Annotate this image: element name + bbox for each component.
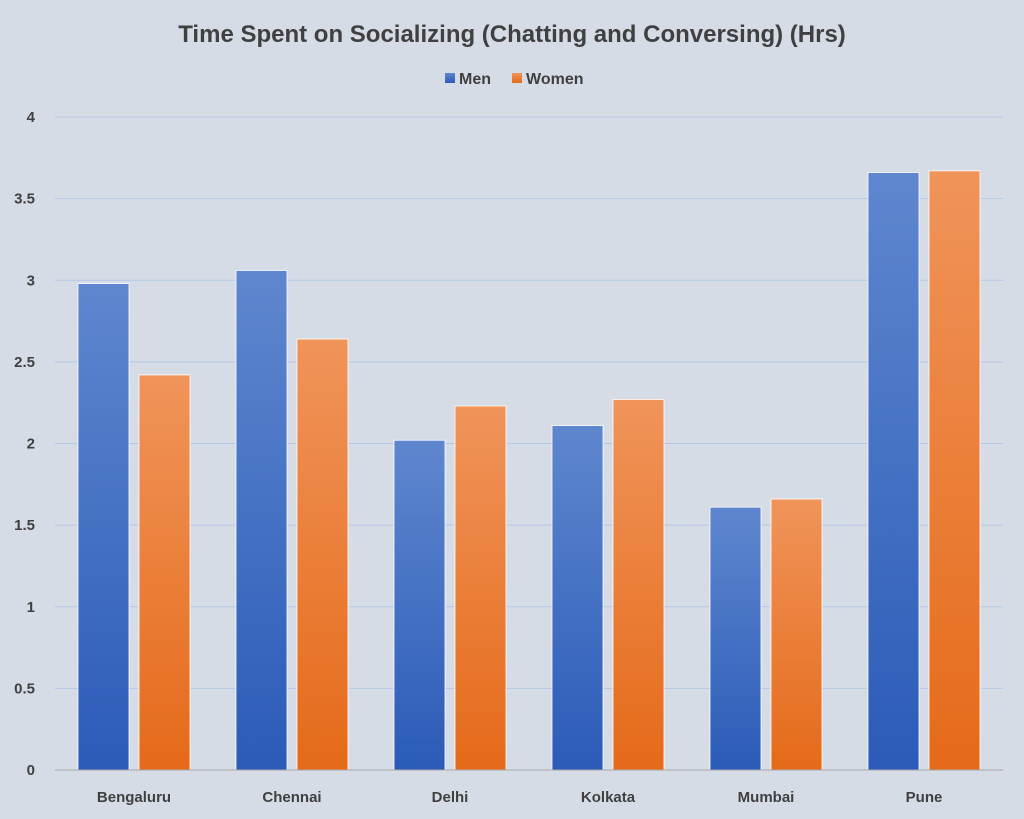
x-category-label: Bengaluru [97,789,171,806]
legend: Men Women [445,71,583,88]
x-category-label: Pune [906,789,943,806]
bar-men-kolkata [551,425,604,771]
legend-swatch-women [512,73,522,83]
bar-women-delhi [454,405,507,771]
bar-women-mumbai [770,498,823,771]
gridlines [55,116,1003,689]
legend-label-women: Women [526,71,583,88]
bar-men-bengaluru [77,283,130,771]
y-tick-label: 2 [27,436,35,453]
bar-women-bengaluru [138,374,191,771]
bar-men-pune [867,172,920,771]
y-tick-label: 3.5 [14,191,35,208]
y-tick-label: 1.5 [14,517,35,534]
x-category-label: Chennai [262,789,321,806]
y-tick-label: 3 [27,272,35,289]
bar-men-chennai [235,270,288,771]
chart-title: Time Spent on Socializing (Chatting and … [178,21,846,48]
x-category-label: Mumbai [738,789,795,806]
bar-men-mumbai [709,506,762,771]
y-tick-label: 2.5 [14,354,35,371]
x-axis-categories: Bengaluru Chennai Delhi Kolkata Mumbai Pune [97,789,942,806]
legend-label-men: Men [459,71,491,88]
y-tick-label: 0.5 [14,680,35,697]
x-category-label: Kolkata [581,789,636,806]
bar-women-pune [928,170,981,771]
bar-men-delhi [393,439,446,771]
bar-women-chennai [296,338,349,771]
bars [77,170,981,771]
y-axis-ticks: 0 0.5 1 1.5 2 2.5 3 3.5 4 [14,109,36,779]
y-tick-label: 4 [27,109,36,126]
x-category-label: Delhi [432,789,469,806]
bar-women-kolkata [612,399,665,771]
y-tick-label: 0 [27,762,35,779]
legend-swatch-men [445,73,455,83]
y-tick-label: 1 [27,599,35,616]
